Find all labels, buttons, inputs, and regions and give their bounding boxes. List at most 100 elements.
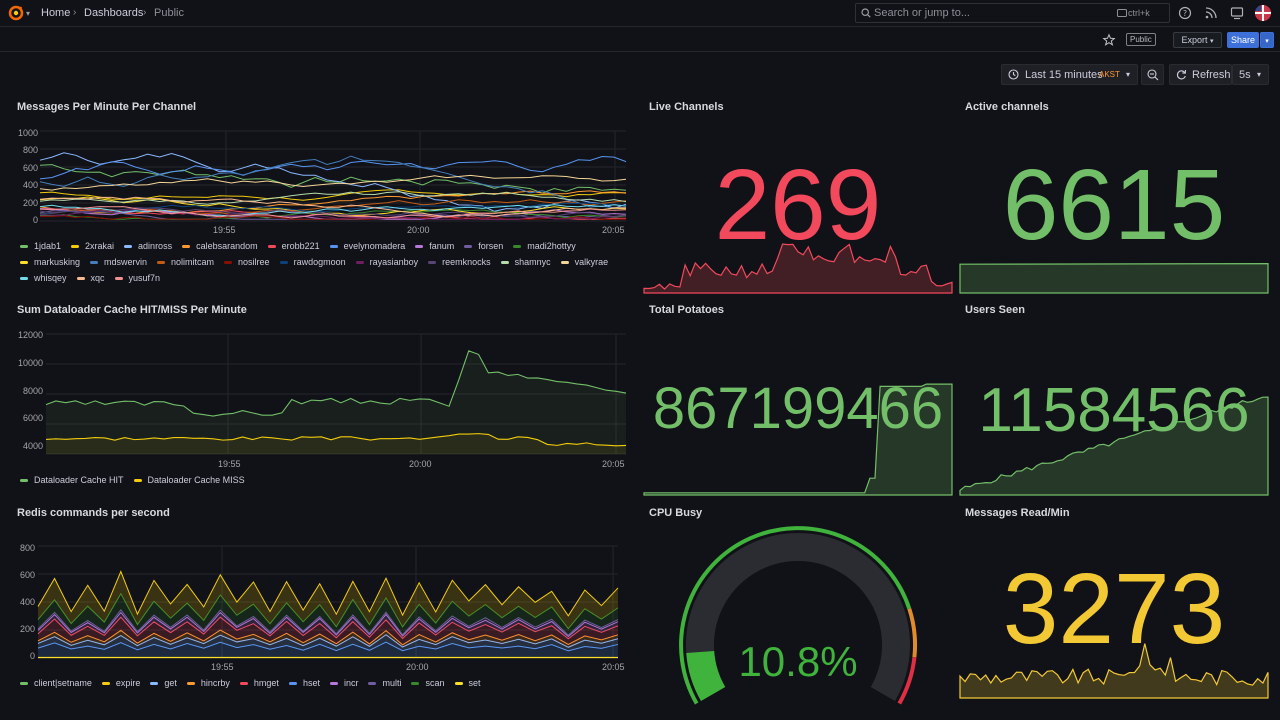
panel-title[interactable]: Total Potatoes	[649, 304, 724, 316]
legend-item[interactable]: hset	[288, 677, 320, 689]
cache-timeseries-chart[interactable]	[45, 333, 627, 455]
messages-timeseries-chart[interactable]	[39, 130, 627, 222]
legend-swatch	[76, 276, 85, 280]
legend-item[interactable]: get	[150, 677, 177, 689]
x-tick-label: 20:00	[407, 225, 430, 235]
grafana-logo-icon[interactable]	[8, 5, 24, 21]
legend-item[interactable]: forsen	[464, 240, 503, 252]
legend-item[interactable]: yusuf7n	[114, 272, 160, 284]
legend-item[interactable]: erobb221	[267, 240, 320, 252]
public-badge: Public	[1126, 33, 1156, 46]
legend-label: incr	[343, 678, 359, 688]
y-tick-label: 12000	[17, 330, 43, 340]
dashboard-toolbar	[0, 27, 1280, 52]
panel-title[interactable]: Users Seen	[965, 304, 1025, 316]
refresh-interval-picker[interactable]: 5s ▾	[1232, 64, 1269, 85]
monitor-icon[interactable]	[1230, 6, 1244, 20]
legend-item[interactable]: Dataloader Cache HIT	[20, 474, 124, 486]
star-icon[interactable]	[1102, 33, 1116, 46]
sparkline-area	[959, 262, 1269, 294]
panel-title[interactable]: Live Channels	[649, 101, 724, 113]
legend-item[interactable]: multi	[368, 677, 401, 689]
legend-item[interactable]: expire	[101, 677, 140, 689]
legend-swatch	[20, 478, 28, 482]
breadcrumb-public: Public	[154, 7, 184, 19]
y-tick-label: 600	[19, 570, 35, 580]
legend-item[interactable]: fanum	[415, 240, 454, 252]
series-line	[37, 609, 619, 636]
zoom-out-button[interactable]	[1141, 64, 1164, 85]
panel-title[interactable]: Messages Per Minute Per Channel	[17, 101, 197, 113]
legend-item[interactable]: rawdogmoon	[279, 256, 346, 268]
share-options-button[interactable]: ▾	[1260, 32, 1274, 48]
search-input[interactable]: Search or jump to... ctrl+k	[855, 3, 1170, 23]
legend-label: adinross	[138, 241, 173, 251]
export-button[interactable]: Export ▾	[1173, 32, 1222, 48]
series-line	[37, 634, 619, 648]
help-icon[interactable]: ?	[1178, 6, 1192, 20]
legend-item[interactable]: whisqey	[20, 272, 67, 284]
redis-stacked-chart[interactable]	[37, 545, 619, 659]
legend-label: scan	[425, 678, 445, 688]
series-line	[37, 616, 619, 640]
legend-item[interactable]: nolimitcam	[157, 256, 214, 268]
legend-item[interactable]: 2xrakai	[71, 240, 114, 252]
breadcrumb-home[interactable]: Home	[41, 7, 71, 19]
legend-item[interactable]: xqc	[76, 272, 105, 284]
legend-item[interactable]: Dataloader Cache MISS	[133, 474, 245, 486]
legend-item[interactable]: rayasianboy	[355, 256, 418, 268]
rss-icon[interactable]	[1204, 6, 1218, 20]
legend-label: get	[164, 678, 177, 688]
share-button[interactable]: Share	[1227, 32, 1259, 48]
refresh-button[interactable]: Refresh	[1169, 64, 1232, 85]
legend-item[interactable]: calebsarandom	[182, 240, 258, 252]
total-potatoes-panel: Total Potatoes	[643, 304, 953, 497]
legend-label: nolimitcam	[171, 257, 215, 267]
legend-swatch	[133, 478, 142, 482]
x-tick-label: 20:00	[406, 662, 429, 672]
series-line	[39, 204, 627, 217]
legend-item[interactable]: client|setname	[20, 677, 92, 689]
legend-item[interactable]: nosilree	[224, 256, 270, 268]
legend-item[interactable]: hincrby	[186, 677, 230, 689]
legend-item[interactable]: scan	[411, 677, 445, 689]
legend-label: xqc	[90, 273, 105, 283]
legend-swatch	[114, 276, 123, 280]
time-range-picker[interactable]: Last 15 minutes AKST ▾	[1001, 64, 1138, 85]
legend-item[interactable]: markusking	[20, 256, 80, 268]
series-area	[38, 593, 618, 636]
timezone-label: AKST	[1099, 70, 1120, 79]
series-line	[39, 190, 627, 214]
legend-item[interactable]: shamnyc	[500, 256, 551, 268]
y-tick-label: 1000	[17, 128, 38, 138]
legend-item[interactable]: reemknocks	[428, 256, 491, 268]
breadcrumb-dashboards[interactable]: Dashboards	[84, 7, 144, 19]
legend-item[interactable]: evelynomadera	[329, 240, 405, 252]
panel-title[interactable]: Redis commands per second	[17, 507, 170, 519]
legend-item[interactable]: madi2hottyy	[513, 240, 576, 252]
series-line	[39, 155, 627, 209]
legend-label: rawdogmoon	[293, 257, 346, 267]
panel-title[interactable]: Active channels	[965, 101, 1049, 113]
legend-item[interactable]: incr	[329, 677, 359, 689]
export-label: Export	[1181, 35, 1208, 45]
series-line	[39, 164, 627, 194]
series-line	[37, 641, 619, 652]
legend-item[interactable]: set	[454, 677, 481, 689]
legend-item[interactable]: mdswervin	[90, 256, 147, 268]
legend-label: hmget	[253, 678, 279, 688]
legend-item[interactable]: 1jdab1	[20, 240, 61, 252]
legend-item[interactable]: adinross	[124, 240, 172, 252]
legend-swatch	[20, 681, 28, 685]
panel-title[interactable]: Messages Read/Min	[965, 507, 1070, 519]
avatar[interactable]	[1255, 5, 1271, 21]
panel-title[interactable]: CPU Busy	[649, 507, 703, 519]
top-nav-bar: ▾ Home › Dashboards › Public Search or j…	[0, 0, 1280, 27]
legend-swatch	[124, 244, 133, 248]
legend-swatch	[90, 260, 99, 264]
panel-title[interactable]: Sum Dataloader Cache HIT/MISS Per Minute	[17, 304, 247, 316]
series-area	[38, 642, 618, 658]
logo-chevron-down-icon[interactable]: ▾	[26, 9, 31, 18]
legend-item[interactable]: valkyrae	[560, 256, 608, 268]
legend-item[interactable]: hmget	[239, 677, 279, 689]
